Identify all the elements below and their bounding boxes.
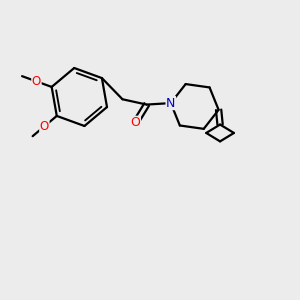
Text: O: O [32, 75, 41, 88]
Text: N: N [166, 97, 176, 110]
Text: O: O [130, 116, 140, 129]
Text: O: O [40, 120, 49, 133]
